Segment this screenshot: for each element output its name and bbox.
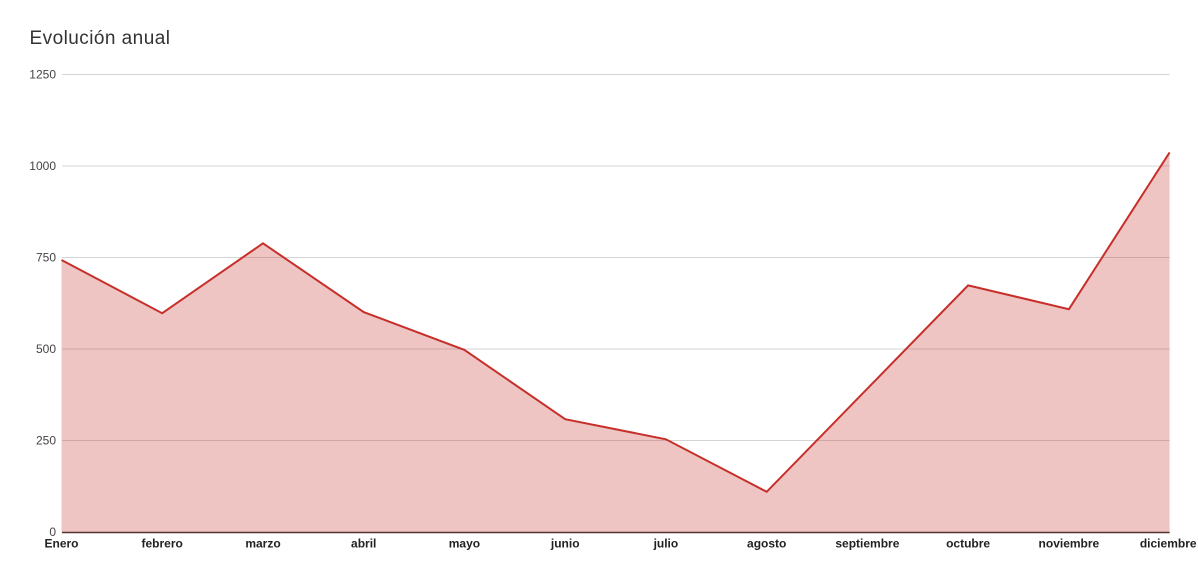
svg-text:diciembre: diciembre	[1140, 537, 1197, 551]
svg-text:junio: junio	[550, 537, 580, 551]
svg-text:250: 250	[36, 434, 56, 448]
svg-text:Evolución anual: Evolución anual	[30, 28, 171, 49]
svg-text:agosto: agosto	[747, 537, 786, 551]
svg-text:1000: 1000	[29, 159, 56, 173]
svg-text:noviembre: noviembre	[1039, 537, 1100, 551]
svg-text:julio: julio	[653, 537, 679, 551]
svg-text:Enero: Enero	[44, 537, 78, 551]
svg-text:0: 0	[49, 525, 56, 539]
svg-text:octubre: octubre	[946, 537, 990, 551]
svg-text:abril: abril	[351, 537, 376, 551]
svg-text:septiembre: septiembre	[835, 537, 899, 551]
svg-text:marzo: marzo	[245, 537, 280, 551]
svg-text:mayo: mayo	[449, 537, 480, 551]
svg-text:500: 500	[36, 342, 56, 356]
svg-text:750: 750	[36, 251, 56, 265]
svg-text:febrero: febrero	[142, 537, 183, 551]
svg-text:1250: 1250	[29, 68, 56, 82]
